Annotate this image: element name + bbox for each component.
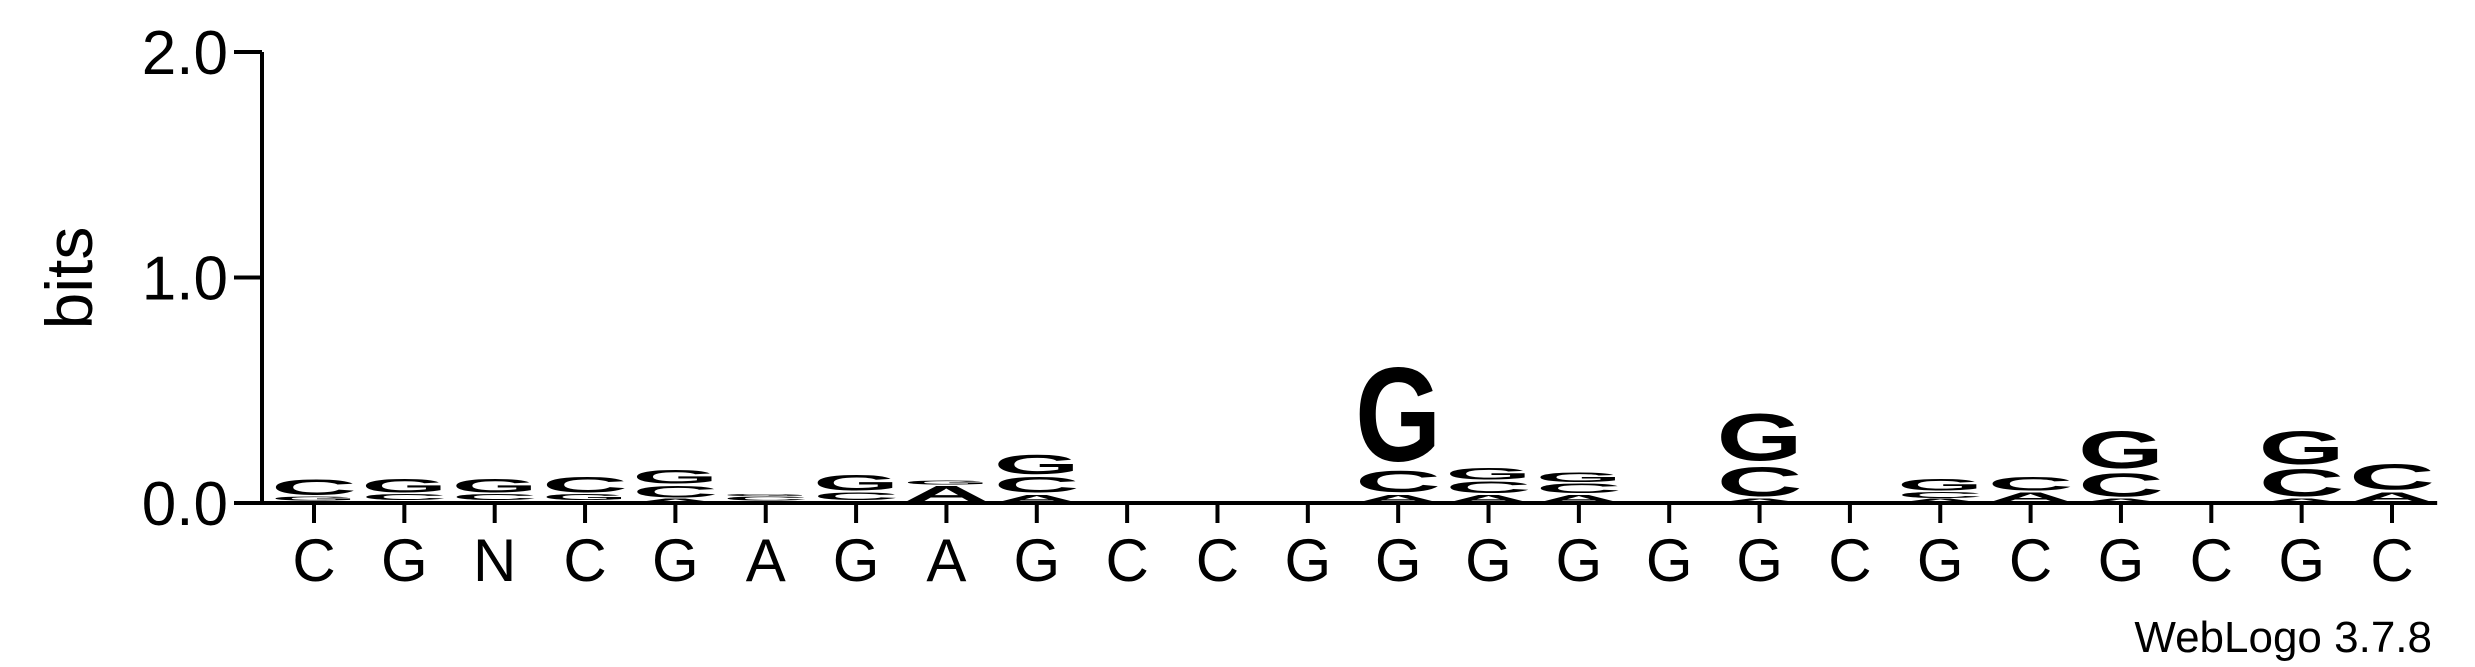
logo-letter: G <box>2259 421 2345 474</box>
logo-letter: G <box>452 475 538 497</box>
logo-letter: C <box>542 472 628 497</box>
logo-letter: A <box>1084 500 1170 503</box>
logo-letter: G <box>1536 469 1622 485</box>
logo-letter: A <box>1988 489 2074 505</box>
logo-letter: A <box>903 481 989 506</box>
logo-letter: C <box>2259 461 2345 505</box>
logo-letter: G <box>1446 464 1532 483</box>
logo-letter: G <box>542 493 628 502</box>
logo-letter: A <box>452 500 538 503</box>
logo-letter: A <box>271 500 357 503</box>
x-tick-label: A <box>926 527 966 594</box>
logo-letter: A <box>361 500 447 503</box>
logo-letter: A <box>1355 492 1441 505</box>
x-tick-label: G <box>1284 527 1331 594</box>
logo-letter: A <box>723 500 809 503</box>
logo-letter: G <box>903 480 989 486</box>
logo-letter: G <box>1897 475 1983 494</box>
logo-letter: C <box>361 493 447 502</box>
x-tick-label: G <box>2278 527 2325 594</box>
logo-letter: A <box>2349 489 2435 505</box>
logo-letter: C <box>632 482 718 501</box>
x-tick-label: G <box>652 527 699 594</box>
logo-letter: C <box>1355 464 1441 498</box>
logo-letter: C <box>1897 490 1983 499</box>
logo-letter: G <box>271 495 357 501</box>
logo-letter: A <box>813 500 899 503</box>
x-tick-label: C <box>1828 527 1871 594</box>
logo-letter: G <box>723 494 809 497</box>
logo-letter: C <box>723 495 809 501</box>
logo-letter: G <box>361 475 447 497</box>
x-tick-label: G <box>1646 527 1693 594</box>
y-tick-label: 2.0 <box>142 19 228 88</box>
logo-letter: G <box>1355 341 1441 491</box>
x-tick-label: N <box>473 527 516 594</box>
logo-letter: C <box>1446 478 1532 497</box>
x-tick-label: C <box>2370 527 2413 594</box>
x-tick-label: C <box>1105 527 1148 594</box>
logo-letter: C <box>1717 458 1803 505</box>
logo-letter: A <box>1717 498 1803 504</box>
x-tick-label: G <box>1013 527 1060 594</box>
y-axis-label: bits <box>32 227 106 330</box>
x-tick-label: C <box>1196 527 1239 594</box>
logo-letter: G <box>994 449 1080 480</box>
logo-letter: A <box>2078 498 2164 504</box>
x-tick-label: G <box>1917 527 1964 594</box>
logo-letter: A <box>632 498 718 504</box>
logo-letter: C <box>452 493 538 502</box>
logo-letter: A <box>542 500 628 503</box>
logo-letter: C <box>994 472 1080 497</box>
logo-letter: C <box>2078 466 2164 504</box>
x-tick-label: G <box>833 527 880 594</box>
logo-letter: C <box>1536 480 1622 496</box>
x-tick-label: A <box>746 527 786 594</box>
x-tick-label: G <box>2098 527 2145 594</box>
logo-letter: C <box>1988 473 2074 495</box>
logo-letter: G <box>632 466 718 488</box>
logo-letter: G <box>2078 420 2164 479</box>
logo-letter: A <box>1446 492 1532 505</box>
x-tick-label: G <box>1375 527 1422 594</box>
logo-letter: C <box>271 475 357 500</box>
y-tick-label: 0.0 <box>142 470 228 539</box>
logo-letter: A <box>2259 498 2345 504</box>
x-tick-label: G <box>1556 527 1603 594</box>
x-tick-label: C <box>2009 527 2052 594</box>
logo-letter: G <box>813 470 899 495</box>
logo-letter: C <box>2349 456 2435 497</box>
logo-letter: A <box>1897 498 1983 504</box>
footer: WebLogo 3.7.8 <box>2134 613 2432 662</box>
logo-letter: C <box>813 490 899 503</box>
x-tick-label: G <box>1465 527 1512 594</box>
y-tick-label: 1.0 <box>142 245 228 314</box>
logo-letter: A <box>1536 492 1622 505</box>
x-tick-label: G <box>1736 527 1783 594</box>
x-tick-label: C <box>563 527 606 594</box>
x-tick-label: C <box>292 527 335 594</box>
x-tick-label: C <box>2190 527 2233 594</box>
logo-letter: G <box>1717 400 1803 475</box>
logo-letter: A <box>994 492 1080 505</box>
logo-letter: C <box>1265 500 1351 503</box>
x-tick-label: G <box>381 527 428 594</box>
